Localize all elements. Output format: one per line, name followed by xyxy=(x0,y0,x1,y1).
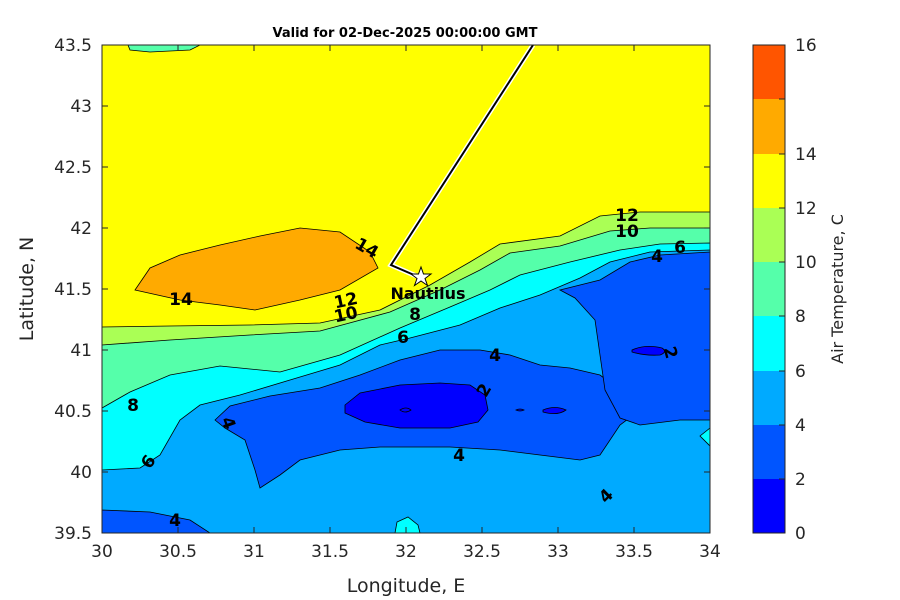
x-tick-label: 30.5 xyxy=(159,542,197,562)
y-tick-label: 43.5 xyxy=(54,36,92,56)
colorbar-band-10-12 xyxy=(753,208,785,262)
colorbar-tick-marks xyxy=(779,98,785,480)
contour-label-10-east: 10 xyxy=(615,222,639,242)
colorbar-tick-label: 16 xyxy=(795,36,817,56)
contour-fill-4-6-se xyxy=(699,427,710,447)
colorbar-band-4-6 xyxy=(753,371,785,425)
colorbar-tick-label: 14 xyxy=(795,145,817,165)
contour-label-4-east: 4 xyxy=(651,247,663,267)
x-tick-label: 33.5 xyxy=(615,542,653,562)
colorbar-band-2-4 xyxy=(753,425,785,479)
contour-label-4-sw: 4 xyxy=(169,511,181,531)
y-tick-label: 39.5 xyxy=(54,524,92,544)
contour-fill-6-8-south xyxy=(394,516,421,533)
colorbar-tick-label: 4 xyxy=(795,416,806,436)
colorbar-band-12-14 xyxy=(753,154,785,208)
contour-map xyxy=(102,45,710,533)
y-tick-label: 40.5 xyxy=(54,402,92,422)
colorbar: 0 2 4 6 8 10 12 14 16 Air Temperature, C xyxy=(752,36,847,544)
x-tick-label: 32 xyxy=(395,542,417,562)
x-tick-marks xyxy=(177,45,635,533)
contour-fill-12-14 xyxy=(134,227,379,311)
contour-label-4-center: 4 xyxy=(489,346,501,366)
y-tick-label: 43 xyxy=(70,97,92,117)
colorbar-band-16 xyxy=(753,45,785,99)
contour-label-6-center: 6 xyxy=(397,328,409,348)
contour-fill-0-2-south xyxy=(102,509,211,533)
contour-label-12-center: 12 xyxy=(332,289,359,313)
colorbar-tick-label: 6 xyxy=(795,362,806,382)
x-axis: 30 30.5 31 31.5 32 32.5 33 33.5 34 Longi… xyxy=(91,45,721,597)
y-axis-title: Latitude, N xyxy=(16,237,38,342)
colorbar-tick-label: 0 xyxy=(795,524,806,544)
contour-label-6-east: 6 xyxy=(674,238,686,258)
y-tick-label: 40 xyxy=(70,463,92,483)
contour-label-14-west: 14 xyxy=(169,290,193,310)
colorbar-tick-label: 8 xyxy=(795,307,806,327)
contour-line-small-dot xyxy=(515,408,525,412)
y-tick-label: 41 xyxy=(70,341,92,361)
contour-fill-below-0-east xyxy=(631,346,665,356)
y-tick-marks xyxy=(102,105,710,473)
x-tick-label: 31 xyxy=(243,542,265,562)
contour-label-12-east: 12 xyxy=(615,206,639,226)
x-axis-title: Longitude, E xyxy=(347,575,466,597)
x-tick-label: 33 xyxy=(547,542,569,562)
y-tick-label: 42.5 xyxy=(54,158,92,178)
chart-title: Valid for 02-Dec-2025 00:00:00 GMT xyxy=(273,26,538,41)
contour-label-4-south: 4 xyxy=(453,446,465,466)
x-tick-label: 34 xyxy=(699,542,721,562)
contour-fill-below-0-small xyxy=(542,407,567,414)
contour-line-small-loop xyxy=(399,407,412,413)
colorbar-title: Air Temperature, C xyxy=(828,214,847,364)
y-axis: 43.5 43 42.5 42 41.5 41 40.5 40 39.5 Lat… xyxy=(16,36,710,544)
contour-label-8-center: 8 xyxy=(409,305,421,325)
colorbar-band-0-2 xyxy=(753,479,785,533)
colorbar-band-8-10 xyxy=(753,262,785,316)
contour-fill-below-0 xyxy=(344,382,489,429)
nautilus-label: Nautilus xyxy=(390,284,465,303)
contour-fill-0-2-east xyxy=(558,251,710,426)
contour-label-2-east: 2 xyxy=(659,344,681,361)
colorbar-frame xyxy=(752,44,786,534)
contour-fill-8-10-nw xyxy=(127,45,201,53)
colorbar-tick-label: 2 xyxy=(795,470,806,490)
contour-label-10-center: 10 xyxy=(332,303,359,328)
y-tick-label: 42 xyxy=(70,219,92,239)
x-tick-label: 32.5 xyxy=(463,542,501,562)
y-tick-label: 41.5 xyxy=(54,280,92,300)
x-tick-label: 31.5 xyxy=(311,542,349,562)
colorbar-band-6-8 xyxy=(753,316,785,371)
colorbar-tick-label: 10 xyxy=(795,253,817,273)
colorbar-band-14-16 xyxy=(753,99,785,154)
colorbar-tick-label: 12 xyxy=(795,199,817,219)
contour-label-8-west: 8 xyxy=(127,396,139,416)
nautilus-star-icon xyxy=(409,265,433,287)
x-tick-label: 30 xyxy=(91,542,113,562)
